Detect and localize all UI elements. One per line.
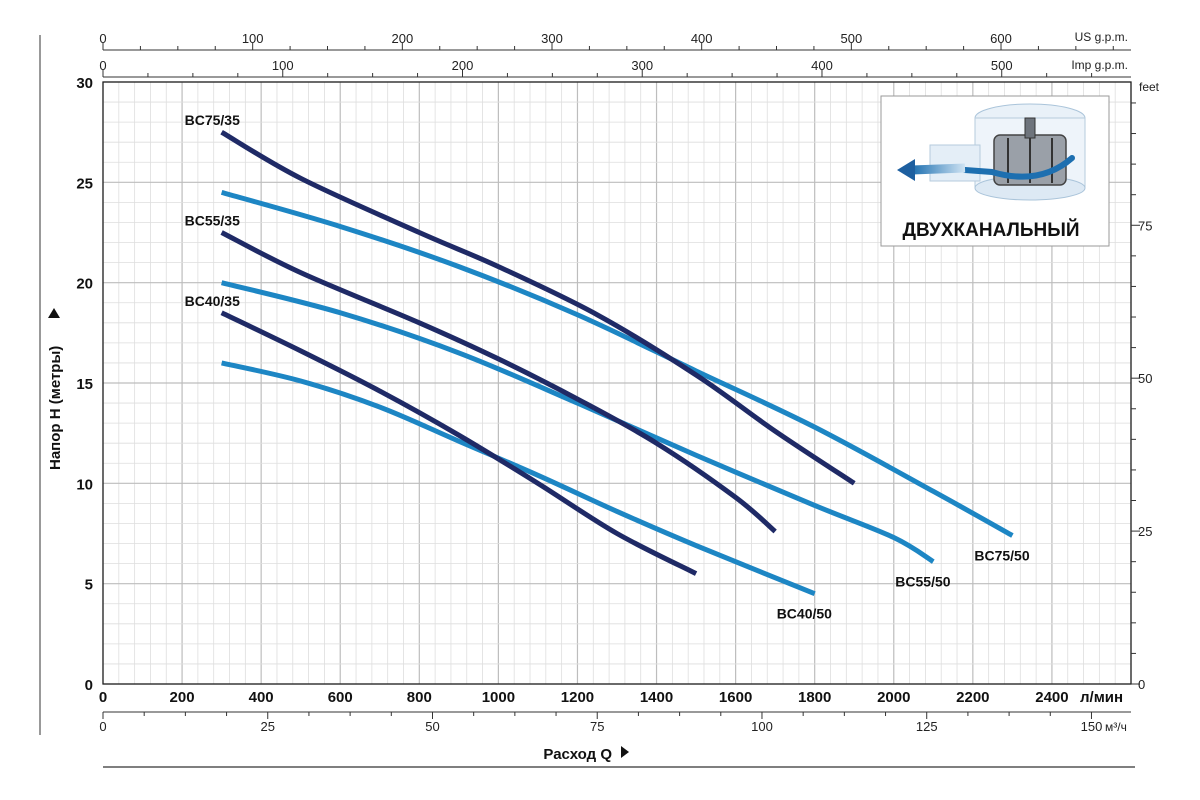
plot-frame [102,81,1132,685]
series-label-bc55-35: BC55/35 [185,213,240,229]
m3h-tick-label: 0 [99,719,106,734]
x-unit-lmin: л/мин [1080,689,1123,706]
series-label-bc40-35: BC40/35 [185,293,240,309]
y-tick-labels: 0 5 10 15 20 25 30 [76,75,93,694]
x-tick-label: 200 [170,689,195,706]
y-tick-label: 20 [76,276,93,293]
x-tick-label: 0 [99,689,107,706]
imp-gpm-tick-label: 0 [99,58,106,73]
m3h-tick-label: 100 [751,719,773,734]
m3h-tick-label: 75 [590,719,604,734]
x-tick-label: 1800 [798,689,831,706]
y-tick-label: 0 [85,677,93,694]
series-label-bc75-50: BC75/50 [974,548,1029,564]
x-tick-label: 1000 [482,689,515,706]
flow-arrow-shaft [911,163,966,175]
us-gpm-tick-label: 500 [840,31,862,46]
x-tick-label: 1200 [561,689,594,706]
dual-channel-inset: ДВУХКАНАЛЬНЫЙ [880,95,1110,247]
y-tick-label: 10 [76,476,93,493]
y-tick-label: 5 [85,577,93,594]
feet-tick-label: 0 [1138,677,1145,692]
series-line-bc55-35 [220,230,777,534]
flow-swirl [962,155,1075,180]
imp-gpm-tick-label: 100 [272,58,294,73]
series-labels: BC75/35 BC55/35 BC40/35 BC75/50 BC55/50 BC40/… [185,112,1030,622]
us-gpm-unit: US g.p.m. [1075,30,1128,44]
bottom-axes: 0 25 50 75 100 125 150 [99,711,1131,734]
feet-tick-label: 75 [1138,218,1152,233]
imp-gpm-tick-label: 300 [631,58,653,73]
inset-label: ДВУХКАНАЛЬНЫЙ [903,219,1080,241]
imp-gpm-tick-label: 400 [811,58,833,73]
m3h-tick-label: 125 [916,719,938,734]
feet-tick-labels: 0 25 50 75 [1131,102,1152,692]
series-label-bc40-50: BC40/50 [777,606,832,622]
us-gpm-tick-label: 600 [990,31,1012,46]
y-axis-arrow-icon [48,308,60,318]
y-tick-label: 15 [76,376,93,393]
us-gpm-tick-label: 200 [391,31,413,46]
imp-gpm-tick-label: 200 [452,58,474,73]
x-axis-title: Расход Q [543,746,612,763]
series-label-bc75-35: BC75/35 [185,112,240,128]
x-axis-arrow-icon [621,746,629,758]
us-gpm-tick-label: 0 [99,31,106,46]
series-lines [220,130,1014,597]
x-tick-labels: 0 200 400 600 800 1000 1200 1400 1600 1800 2000 220… [99,689,1069,706]
x-tick-label: 400 [249,689,274,706]
imp-gpm-unit: Imp g.p.m. [1071,58,1128,72]
imp-gpm-tick-label: 500 [991,58,1013,73]
m3h-tick-label: 50 [425,719,439,734]
m3h-tick-label: 150 [1081,719,1103,734]
series-line-bc75-35 [220,130,856,486]
x-tick-label: 2400 [1035,689,1068,706]
x-tick-label: 2000 [877,689,910,706]
x-tick-label: 800 [407,689,432,706]
feet-tick-label: 25 [1138,524,1152,539]
m3h-tick-label: 25 [261,719,275,734]
y-tick-label: 30 [76,75,93,92]
series-line-bc40-35 [220,310,698,576]
feet-tick-label: 50 [1138,371,1152,386]
m3h-unit: м³/ч [1105,720,1127,734]
y-axis-title: Напор H (метры) [47,346,64,470]
x-tick-label: 1600 [719,689,752,706]
top-axes: 0 100 200 300 400 500 600 0 100 200 300 400 500 [99,31,1131,78]
x-tick-label: 600 [328,689,353,706]
flow-arrow-icon [897,159,915,181]
outlet-pipe [929,144,981,182]
shaft [1024,117,1036,139]
feet-unit: feet [1139,80,1160,94]
us-gpm-tick-label: 400 [691,31,713,46]
series-line-bc75-50 [220,189,1014,538]
us-gpm-tick-label: 300 [541,31,563,46]
x-tick-label: 2200 [956,689,989,706]
us-gpm-tick-label: 100 [242,31,264,46]
series-label-bc55-50: BC55/50 [895,574,950,590]
y-tick-label: 25 [76,175,93,192]
x-tick-label: 1400 [640,689,673,706]
